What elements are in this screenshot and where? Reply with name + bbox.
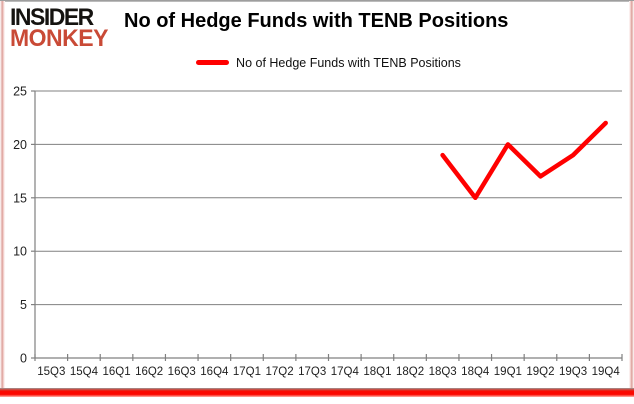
x-axis-label: 19Q2 — [526, 366, 554, 378]
x-axis-label: 19Q1 — [494, 366, 522, 378]
logo-insider-text: INSIDER — [10, 2, 94, 31]
y-axis-label: 5 — [20, 298, 27, 312]
x-axis-label: 18Q4 — [461, 366, 490, 378]
logo-monkey-text: MONKEY — [10, 23, 108, 52]
x-axis-label: 16Q2 — [135, 366, 163, 378]
legend: No of Hedge Funds with TENB Positions — [35, 54, 622, 71]
y-axis-label: 25 — [13, 85, 27, 99]
x-axis-label: 17Q1 — [233, 366, 261, 378]
y-axis-label: 10 — [13, 245, 27, 259]
series-line — [440, 120, 608, 201]
legend-label: No of Hedge Funds with TENB Positions — [236, 55, 461, 70]
y-axis-label: 0 — [20, 352, 27, 366]
chart-title: No of Hedge Funds with TENB Positions — [124, 10, 509, 32]
y-axis-label: 20 — [13, 138, 27, 152]
x-axis-label: 19Q4 — [592, 366, 621, 378]
x-axis-label: 19Q3 — [559, 366, 587, 378]
x-axis-label: 15Q4 — [70, 366, 99, 378]
x-axis-label: 18Q2 — [396, 366, 424, 378]
x-axis-label: 16Q1 — [102, 366, 130, 378]
x-axis-label: 17Q3 — [298, 366, 326, 378]
y-axis-label: 15 — [13, 191, 27, 205]
x-axis-label: 15Q3 — [37, 366, 65, 378]
x-axis-label: 18Q3 — [429, 366, 457, 378]
x-axis-label: 16Q3 — [168, 366, 196, 378]
x-axis-label: 18Q1 — [363, 366, 391, 378]
x-axis-label: 17Q2 — [266, 366, 294, 378]
x-axis-label: 17Q4 — [331, 366, 360, 378]
legend-line-marker-icon — [196, 60, 230, 65]
x-axis-label: 16Q4 — [200, 366, 229, 378]
insider-monkey-logo: INSIDER MONKEY — [10, 2, 108, 52]
